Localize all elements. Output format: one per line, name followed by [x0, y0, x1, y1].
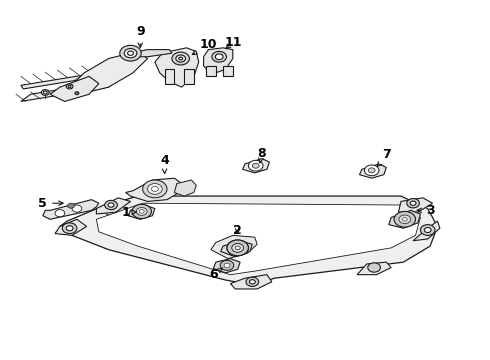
Circle shape	[232, 244, 244, 252]
Polygon shape	[360, 164, 386, 178]
Circle shape	[249, 280, 255, 284]
Circle shape	[235, 246, 240, 249]
Circle shape	[407, 199, 419, 208]
Circle shape	[212, 51, 226, 62]
Polygon shape	[125, 178, 182, 202]
Polygon shape	[357, 262, 391, 275]
Circle shape	[420, 225, 435, 235]
Circle shape	[224, 263, 230, 267]
Circle shape	[220, 260, 234, 270]
Polygon shape	[220, 241, 252, 257]
Polygon shape	[203, 48, 233, 75]
Polygon shape	[230, 275, 272, 289]
Circle shape	[62, 223, 77, 234]
Polygon shape	[21, 71, 111, 89]
Polygon shape	[389, 210, 420, 228]
Circle shape	[368, 263, 380, 272]
Circle shape	[368, 168, 375, 173]
Circle shape	[232, 244, 244, 252]
Polygon shape	[97, 198, 130, 214]
Circle shape	[179, 57, 183, 60]
Text: 11: 11	[224, 36, 242, 49]
Circle shape	[235, 246, 240, 249]
Polygon shape	[413, 221, 440, 241]
Text: 10: 10	[193, 38, 217, 55]
Circle shape	[41, 90, 49, 95]
Circle shape	[424, 228, 431, 233]
Text: 2: 2	[233, 224, 242, 237]
Text: 7: 7	[377, 148, 391, 167]
Circle shape	[246, 277, 259, 287]
Text: 3: 3	[417, 204, 435, 217]
Circle shape	[55, 210, 65, 217]
Circle shape	[72, 205, 82, 212]
Polygon shape	[206, 66, 216, 76]
Polygon shape	[213, 258, 240, 273]
Polygon shape	[398, 198, 433, 212]
Circle shape	[402, 217, 407, 221]
Circle shape	[75, 92, 79, 95]
Circle shape	[227, 240, 248, 256]
Circle shape	[227, 240, 248, 256]
Circle shape	[252, 163, 259, 168]
Circle shape	[410, 201, 416, 205]
Circle shape	[399, 215, 411, 224]
Polygon shape	[60, 196, 438, 285]
Circle shape	[151, 186, 158, 192]
Polygon shape	[223, 66, 233, 76]
Text: 1: 1	[121, 206, 136, 219]
Text: 8: 8	[258, 147, 267, 163]
Circle shape	[172, 52, 190, 65]
Circle shape	[143, 180, 167, 198]
Polygon shape	[21, 80, 118, 102]
Circle shape	[139, 210, 144, 213]
Circle shape	[127, 51, 133, 55]
Circle shape	[120, 45, 141, 61]
Circle shape	[43, 91, 47, 94]
Polygon shape	[97, 203, 420, 275]
Circle shape	[136, 207, 147, 215]
Polygon shape	[130, 50, 172, 57]
Text: 6: 6	[209, 268, 223, 281]
Polygon shape	[211, 235, 257, 258]
Text: 4: 4	[160, 154, 169, 174]
Circle shape	[124, 49, 137, 58]
Circle shape	[66, 226, 73, 231]
Polygon shape	[43, 200, 99, 219]
Polygon shape	[65, 51, 147, 94]
Circle shape	[105, 201, 117, 210]
Polygon shape	[128, 205, 155, 219]
Circle shape	[147, 184, 162, 194]
Text: 5: 5	[38, 197, 63, 210]
Polygon shape	[55, 219, 87, 235]
Circle shape	[68, 203, 74, 208]
Circle shape	[215, 54, 223, 60]
Circle shape	[176, 55, 186, 62]
Circle shape	[66, 84, 73, 89]
Circle shape	[248, 160, 263, 171]
Circle shape	[108, 203, 114, 207]
Circle shape	[132, 204, 151, 219]
Circle shape	[68, 85, 71, 87]
Polygon shape	[174, 180, 196, 196]
Polygon shape	[155, 48, 199, 87]
Polygon shape	[50, 76, 99, 102]
Text: 9: 9	[136, 25, 145, 48]
Polygon shape	[184, 69, 194, 84]
Polygon shape	[165, 69, 174, 84]
Polygon shape	[243, 158, 270, 173]
Circle shape	[394, 211, 416, 227]
Circle shape	[365, 165, 379, 176]
